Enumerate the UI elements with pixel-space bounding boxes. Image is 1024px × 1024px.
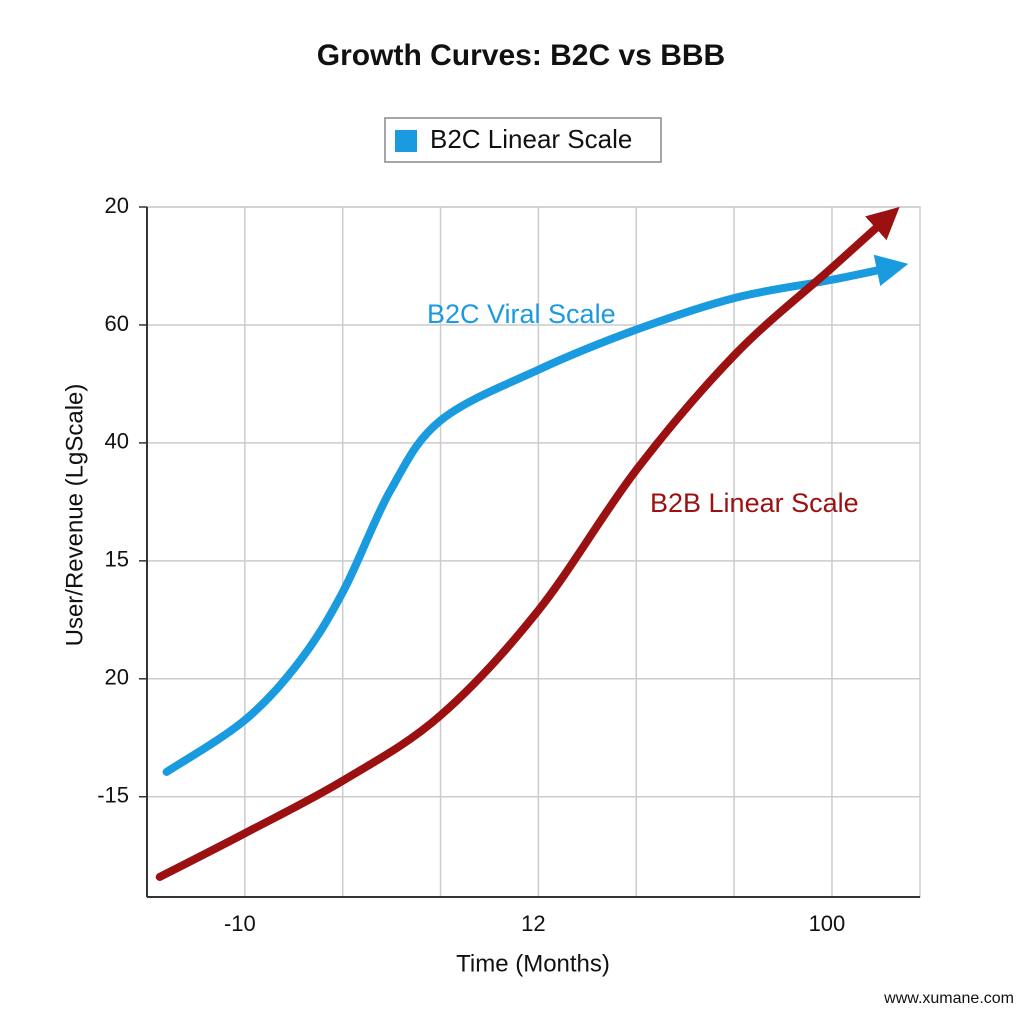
chart-title: Growth Curves: B2C vs BBB [317,39,725,72]
plot-area: -10 12 100 -15 20 15 40 60 20 B2C Viral Scale B2B … [97,193,921,936]
y-axis-label: User/Revenue (LgScale) [61,384,88,647]
y-tick-label: 40 [105,429,129,454]
y-tick-label: 15 [105,547,129,572]
series-label: B2B Linear Scale [650,488,859,518]
x-tick-label: 100 [809,911,846,936]
x-tick-label: -10 [224,911,256,936]
y-tick-label: 20 [105,193,129,218]
legend-box [384,117,662,163]
y-tick-label: 20 [105,665,129,690]
line-series [162,254,909,776]
watermark: www.xumane.com [883,990,1014,1007]
y-tick-label: 60 [105,311,129,336]
legend-swatch [395,130,417,152]
x-tick-label: 12 [521,911,545,936]
line-series [155,206,900,881]
series-label: B2C Viral Scale [427,299,616,329]
x-axis-label: Time (Months) [456,950,610,977]
y-tick-label: -15 [97,783,129,808]
legend-label: B2C Linear Scale [430,124,632,154]
